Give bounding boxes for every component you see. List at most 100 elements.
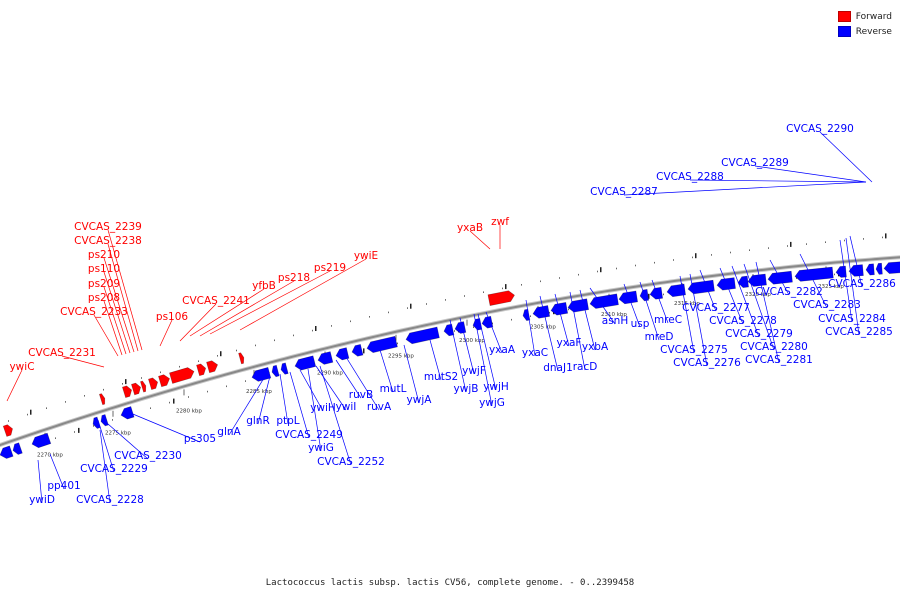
gene-label-ps106[interactable]: ps106 bbox=[156, 311, 188, 323]
gene-label-cvcas_2287[interactable]: CVCAS_2287 bbox=[590, 186, 658, 198]
reverse-gene-arrow[interactable] bbox=[865, 263, 875, 276]
forward-gene-arrow[interactable] bbox=[148, 377, 159, 391]
gene-label-cvcas_2230[interactable]: CVCAS_2230 bbox=[114, 450, 182, 462]
reverse-gene-arrow[interactable] bbox=[532, 305, 551, 320]
gene-label-mutl[interactable]: mutL bbox=[380, 383, 407, 395]
forward-gene-arrow[interactable] bbox=[131, 382, 142, 396]
gene-label-ywid[interactable]: ywiD bbox=[29, 494, 55, 506]
gene-label-cvcas_2231[interactable]: CVCAS_2231 bbox=[28, 347, 96, 359]
forward-gene-arrow[interactable] bbox=[169, 366, 195, 384]
forward-gene-arrow[interactable] bbox=[140, 380, 147, 393]
gene-label-ps110[interactable]: ps110 bbox=[88, 263, 120, 275]
gene-label-cvcas_2288[interactable]: CVCAS_2288 bbox=[656, 171, 724, 183]
reverse-gene-arrow[interactable] bbox=[875, 262, 883, 275]
gene-label-ywjb[interactable]: ywjB bbox=[454, 383, 479, 395]
reverse-gene-arrow[interactable] bbox=[317, 351, 334, 366]
reverse-gene-arrow[interactable] bbox=[280, 362, 289, 375]
gene-label-cvcas_2239[interactable]: CVCAS_2239 bbox=[74, 221, 142, 233]
gene-label-ps208[interactable]: ps208 bbox=[88, 292, 120, 304]
gene-label-cvcas_2280[interactable]: CVCAS_2280 bbox=[740, 341, 808, 353]
gene-label-ywjh[interactable]: ywjH bbox=[483, 381, 509, 393]
forward-gene-arrow[interactable] bbox=[487, 290, 516, 306]
reverse-gene-arrow[interactable] bbox=[11, 442, 23, 456]
gene-label-glnr[interactable]: glnR bbox=[246, 415, 270, 427]
gene-label-ywjf[interactable]: ywjF bbox=[462, 365, 486, 377]
reverse-gene-arrow[interactable] bbox=[481, 315, 494, 329]
reverse-gene-arrow[interactable] bbox=[294, 355, 317, 372]
gene-label-ywii[interactable]: ywiI bbox=[336, 401, 357, 413]
forward-gene-arrow[interactable] bbox=[98, 393, 106, 406]
gene-label-yxac[interactable]: yxaC bbox=[522, 347, 548, 359]
reverse-gene-arrow[interactable] bbox=[747, 273, 767, 287]
gene-label-cvcas_2282[interactable]: CVCAS_2282 bbox=[755, 286, 823, 298]
reverse-gene-arrow[interactable] bbox=[848, 264, 864, 277]
reverse-gene-arrow[interactable] bbox=[271, 364, 280, 378]
reverse-gene-arrow[interactable] bbox=[119, 406, 135, 420]
gene-label-cvcas_2241[interactable]: CVCAS_2241 bbox=[182, 295, 250, 307]
gene-label-ywjg[interactable]: ywjG bbox=[479, 397, 505, 409]
reverse-gene-arrow[interactable] bbox=[618, 290, 638, 305]
gene-label-cvcas_2281[interactable]: CVCAS_2281 bbox=[745, 354, 813, 366]
forward-gene-arrow[interactable] bbox=[196, 363, 207, 377]
forward-gene-arrow[interactable] bbox=[2, 423, 14, 437]
gene-label-cvcas_2228[interactable]: CVCAS_2228 bbox=[76, 494, 144, 506]
gene-label-ps219[interactable]: ps219 bbox=[314, 262, 346, 274]
gene-label-cvcas_2289[interactable]: CVCAS_2289 bbox=[721, 157, 789, 169]
gene-label-cvcas_2277[interactable]: CVCAS_2277 bbox=[682, 302, 750, 314]
gene-label-cvcas_2276[interactable]: CVCAS_2276 bbox=[673, 357, 741, 369]
gene-label-mred[interactable]: mreD bbox=[645, 331, 674, 343]
reverse-gene-arrow[interactable] bbox=[666, 283, 686, 298]
gene-label-ywih[interactable]: ywiH bbox=[310, 402, 336, 414]
forward-gene-arrow[interactable] bbox=[238, 352, 246, 365]
reverse-gene-arrow[interactable] bbox=[351, 343, 364, 357]
reverse-gene-arrow[interactable] bbox=[737, 275, 749, 288]
gene-label-cvcas_2278[interactable]: CVCAS_2278 bbox=[709, 315, 777, 327]
gene-label-asnh[interactable]: asnH bbox=[602, 315, 628, 327]
reverse-gene-arrow[interactable] bbox=[716, 277, 736, 291]
gene-label-cvcas_2290[interactable]: CVCAS_2290 bbox=[786, 123, 854, 135]
gene-label-ywie[interactable]: ywiE bbox=[354, 250, 378, 262]
gene-label-cvcas_2238[interactable]: CVCAS_2238 bbox=[74, 235, 142, 247]
gene-label-cvcas_2279[interactable]: CVCAS_2279 bbox=[725, 328, 793, 340]
forward-gene-arrow[interactable] bbox=[206, 359, 220, 374]
gene-label-ruva[interactable]: ruvA bbox=[367, 401, 392, 413]
gene-label-ywig[interactable]: ywiG bbox=[308, 442, 334, 454]
gene-label-ps305[interactable]: ps305 bbox=[184, 433, 216, 445]
gene-label-cvcas_2284[interactable]: CVCAS_2284 bbox=[818, 313, 886, 325]
gene-label-cvcas_2252[interactable]: CVCAS_2252 bbox=[317, 456, 385, 468]
reverse-gene-arrow[interactable] bbox=[30, 432, 52, 449]
gene-label-zwf[interactable]: zwf bbox=[491, 216, 509, 228]
reverse-gene-arrow[interactable] bbox=[454, 321, 467, 335]
gene-label-ps218[interactable]: ps218 bbox=[278, 272, 310, 284]
reverse-gene-arrow[interactable] bbox=[251, 367, 272, 382]
gene-label-yxaf[interactable]: yxaF bbox=[557, 337, 582, 349]
gene-label-ps209[interactable]: ps209 bbox=[88, 278, 120, 290]
gene-label-cvcas_2233[interactable]: CVCAS_2233 bbox=[60, 306, 128, 318]
reverse-gene-arrow[interactable] bbox=[649, 286, 664, 300]
gene-label-ruvb[interactable]: ruvB bbox=[349, 389, 373, 401]
gene-label-yfbb[interactable]: yfbB bbox=[252, 280, 276, 292]
forward-gene-arrow[interactable] bbox=[158, 373, 171, 388]
reverse-gene-arrow[interactable] bbox=[405, 326, 440, 345]
gene-label-yxaa[interactable]: yxaA bbox=[489, 344, 516, 356]
reverse-gene-arrow[interactable] bbox=[835, 265, 847, 278]
gene-label-yxab[interactable]: yxaB bbox=[457, 222, 483, 234]
gene-label-cvcas_2275[interactable]: CVCAS_2275 bbox=[660, 344, 728, 356]
gene-label-cvcas_2285[interactable]: CVCAS_2285 bbox=[825, 326, 893, 338]
gene-label-mrec[interactable]: mreC bbox=[654, 314, 682, 326]
gene-label-cvcas_2286[interactable]: CVCAS_2286 bbox=[828, 278, 896, 290]
gene-label-yxba[interactable]: yxbA bbox=[582, 341, 609, 353]
reverse-gene-arrow[interactable] bbox=[0, 445, 14, 460]
gene-label-cvcas_2249[interactable]: CVCAS_2249 bbox=[275, 429, 343, 441]
reverse-gene-arrow[interactable] bbox=[335, 347, 350, 362]
gene-label-ptpl[interactable]: ptpL bbox=[276, 415, 299, 427]
gene-label-racd[interactable]: racD bbox=[573, 361, 598, 373]
gene-label-pp401[interactable]: pp401 bbox=[47, 480, 80, 492]
gene-label-dnaj1[interactable]: dnaJ1 bbox=[543, 362, 573, 374]
gene-label-ywja[interactable]: ywjA bbox=[407, 394, 433, 406]
reverse-gene-arrow[interactable] bbox=[91, 416, 101, 429]
reverse-gene-arrow[interactable] bbox=[767, 270, 793, 285]
reverse-gene-arrow[interactable] bbox=[366, 335, 398, 354]
reverse-gene-arrow[interactable] bbox=[589, 293, 619, 309]
gene-label-usp[interactable]: usp bbox=[631, 318, 650, 330]
